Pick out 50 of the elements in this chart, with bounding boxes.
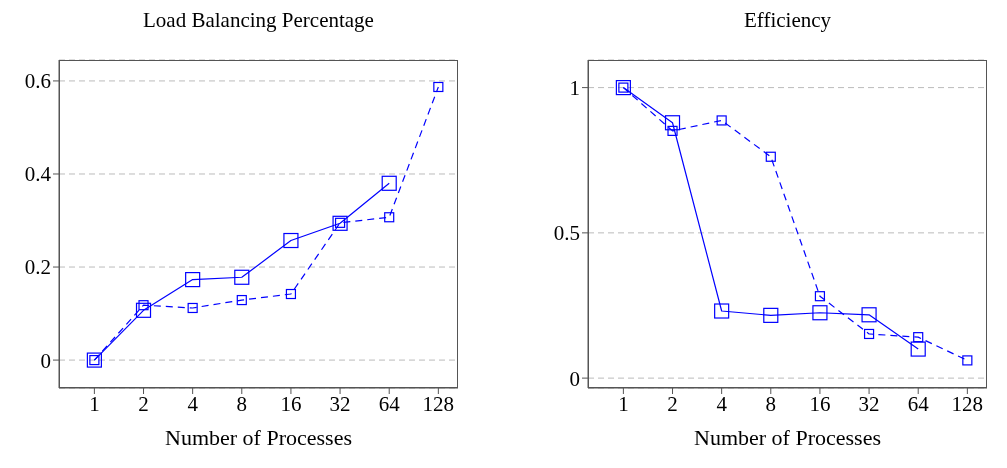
chart-title: Load Balancing Percentage xyxy=(142,8,375,33)
point xyxy=(285,288,297,300)
x-tick-label: 8 xyxy=(765,391,777,416)
y-tick-label: 1 xyxy=(569,76,580,101)
x-tick-label: 16 xyxy=(280,391,302,416)
x-axis-title: Number of Processes xyxy=(693,425,882,451)
y-tick-label: 0.6 xyxy=(24,69,51,94)
point xyxy=(763,307,779,323)
x-tick-label: 2 xyxy=(667,391,678,416)
point xyxy=(185,272,201,288)
x-axis-title: Number of Processes xyxy=(164,425,353,451)
point xyxy=(236,294,247,306)
x-tick-label: 16 xyxy=(809,391,831,416)
point xyxy=(962,355,973,366)
chart-title: Efficiency xyxy=(742,8,833,33)
x-tick-label: 1 xyxy=(618,391,629,416)
y-tick-label: 0 xyxy=(40,348,51,373)
point xyxy=(381,175,397,191)
point xyxy=(861,307,877,323)
point xyxy=(433,81,444,93)
y-tick-label: 0.2 xyxy=(24,255,51,280)
point xyxy=(765,151,776,162)
x-tick-label: 64 xyxy=(907,391,930,416)
x-tick-label: 2 xyxy=(138,391,149,416)
point xyxy=(716,115,727,126)
point xyxy=(812,305,828,321)
x-tick-label: 32 xyxy=(329,391,351,416)
x-tick-label: 32 xyxy=(858,391,880,416)
y-tick-label: 0.4 xyxy=(24,162,52,187)
point xyxy=(664,115,681,131)
x-tick-label: 1 xyxy=(89,391,100,416)
point xyxy=(714,303,730,319)
point xyxy=(814,291,826,302)
x-tick-label: 8 xyxy=(236,391,248,416)
x-tick-label: 64 xyxy=(378,391,401,416)
x-tick-label: 128 xyxy=(422,391,455,416)
y-tick-label: 0 xyxy=(569,366,580,391)
point xyxy=(187,302,198,314)
x-tick-label: 4 xyxy=(716,391,728,416)
point xyxy=(384,212,395,223)
y-tick-label: 0.5 xyxy=(553,221,580,246)
point xyxy=(667,125,678,136)
point xyxy=(910,341,926,357)
point xyxy=(913,332,924,343)
point xyxy=(863,328,875,340)
point xyxy=(283,232,299,249)
x-tick-label: 4 xyxy=(187,391,199,416)
point xyxy=(234,269,250,285)
point xyxy=(135,302,152,318)
x-tick-label: 128 xyxy=(951,391,984,416)
